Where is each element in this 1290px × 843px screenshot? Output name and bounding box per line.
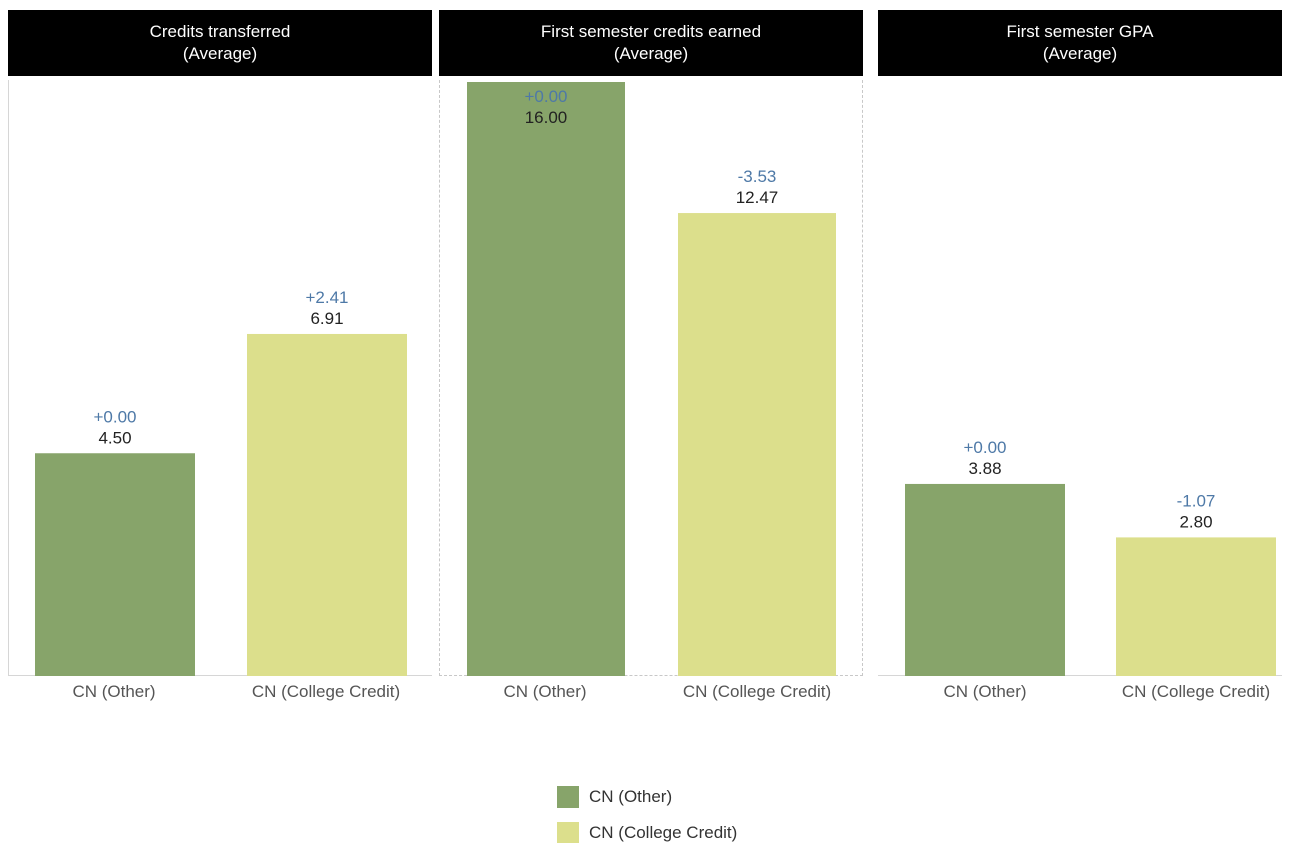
panel-title: First semester credits earned — [540, 22, 762, 41]
legend-swatch — [557, 786, 579, 808]
delta-label: -1.07 — [1177, 491, 1216, 510]
bar-chart: +0.00 4.50 +2.41 6.91 — [35, 288, 407, 676]
legend-label: CN (College Credit) — [589, 823, 738, 842]
x-tick-label: CN (College Credit) — [682, 682, 832, 701]
panel-header: First semester credits earned (Average) — [439, 10, 863, 76]
bar — [678, 213, 836, 676]
bar — [1116, 537, 1276, 676]
delta-label: +0.00 — [963, 438, 1006, 457]
legend-item: CN (College Credit) — [557, 822, 737, 843]
panel-subtitle: (Average) — [182, 44, 258, 63]
value-label: 4.50 — [98, 428, 131, 447]
bar — [905, 483, 1065, 676]
panel-first-semester-credits-earned: First semester credits earned (Average) … — [439, 10, 863, 710]
plot-area: +0.00 4.50 +2.41 6.91 — [8, 80, 432, 676]
bar-chart: +0.00 16.00 -3.53 12.47 — [467, 82, 836, 676]
panel-subtitle: (Average) — [1042, 44, 1118, 63]
panel-title: Credits transferred — [149, 22, 291, 41]
value-label: 12.47 — [736, 188, 779, 207]
plot-area: +0.00 3.88 -1.07 2.80 — [878, 80, 1282, 676]
panel-header: Credits transferred (Average) — [8, 10, 432, 76]
bar-chart: +0.00 3.88 -1.07 2.80 — [905, 438, 1276, 676]
delta-label: +2.41 — [305, 288, 348, 307]
x-axis-labels: CN (Other) CN (College Credit) — [878, 682, 1282, 706]
legend-item: CN (Other) — [557, 786, 737, 808]
x-axis-labels: CN (Other) CN (College Credit) — [439, 682, 863, 706]
x-axis-labels: CN (Other) CN (College Credit) — [8, 682, 432, 706]
bar — [467, 82, 625, 676]
bar — [247, 333, 407, 676]
delta-label: -3.53 — [738, 167, 777, 186]
legend-swatch — [557, 822, 579, 843]
bar — [35, 453, 195, 676]
x-tick-label: CN (Other) — [943, 682, 1027, 701]
value-label: 16.00 — [525, 108, 568, 127]
panel-header: First semester GPA (Average) — [878, 10, 1282, 76]
panel-title: First semester GPA — [1006, 22, 1154, 41]
panel-first-semester-gpa: First semester GPA (Average) +0.00 3.88 -1… — [878, 10, 1282, 710]
value-label: 2.80 — [1179, 512, 1212, 531]
legend: CN (Other) CN (College Credit) — [557, 786, 737, 843]
panel-credits-transferred: Credits transferred (Average) +0.00 4.50 +… — [8, 10, 432, 710]
legend-label: CN (Other) — [589, 787, 673, 806]
value-label: 6.91 — [310, 309, 343, 328]
value-label: 3.88 — [968, 459, 1001, 478]
delta-label: +0.00 — [524, 87, 567, 106]
delta-label: +0.00 — [93, 407, 136, 426]
x-tick-label: CN (Other) — [72, 682, 156, 701]
x-tick-label: CN (Other) — [503, 682, 587, 701]
plot-area: +0.00 16.00 -3.53 12.47 — [439, 80, 863, 676]
x-tick-label: CN (College Credit) — [1121, 682, 1271, 701]
panel-subtitle: (Average) — [613, 44, 689, 63]
x-tick-label: CN (College Credit) — [251, 682, 401, 701]
